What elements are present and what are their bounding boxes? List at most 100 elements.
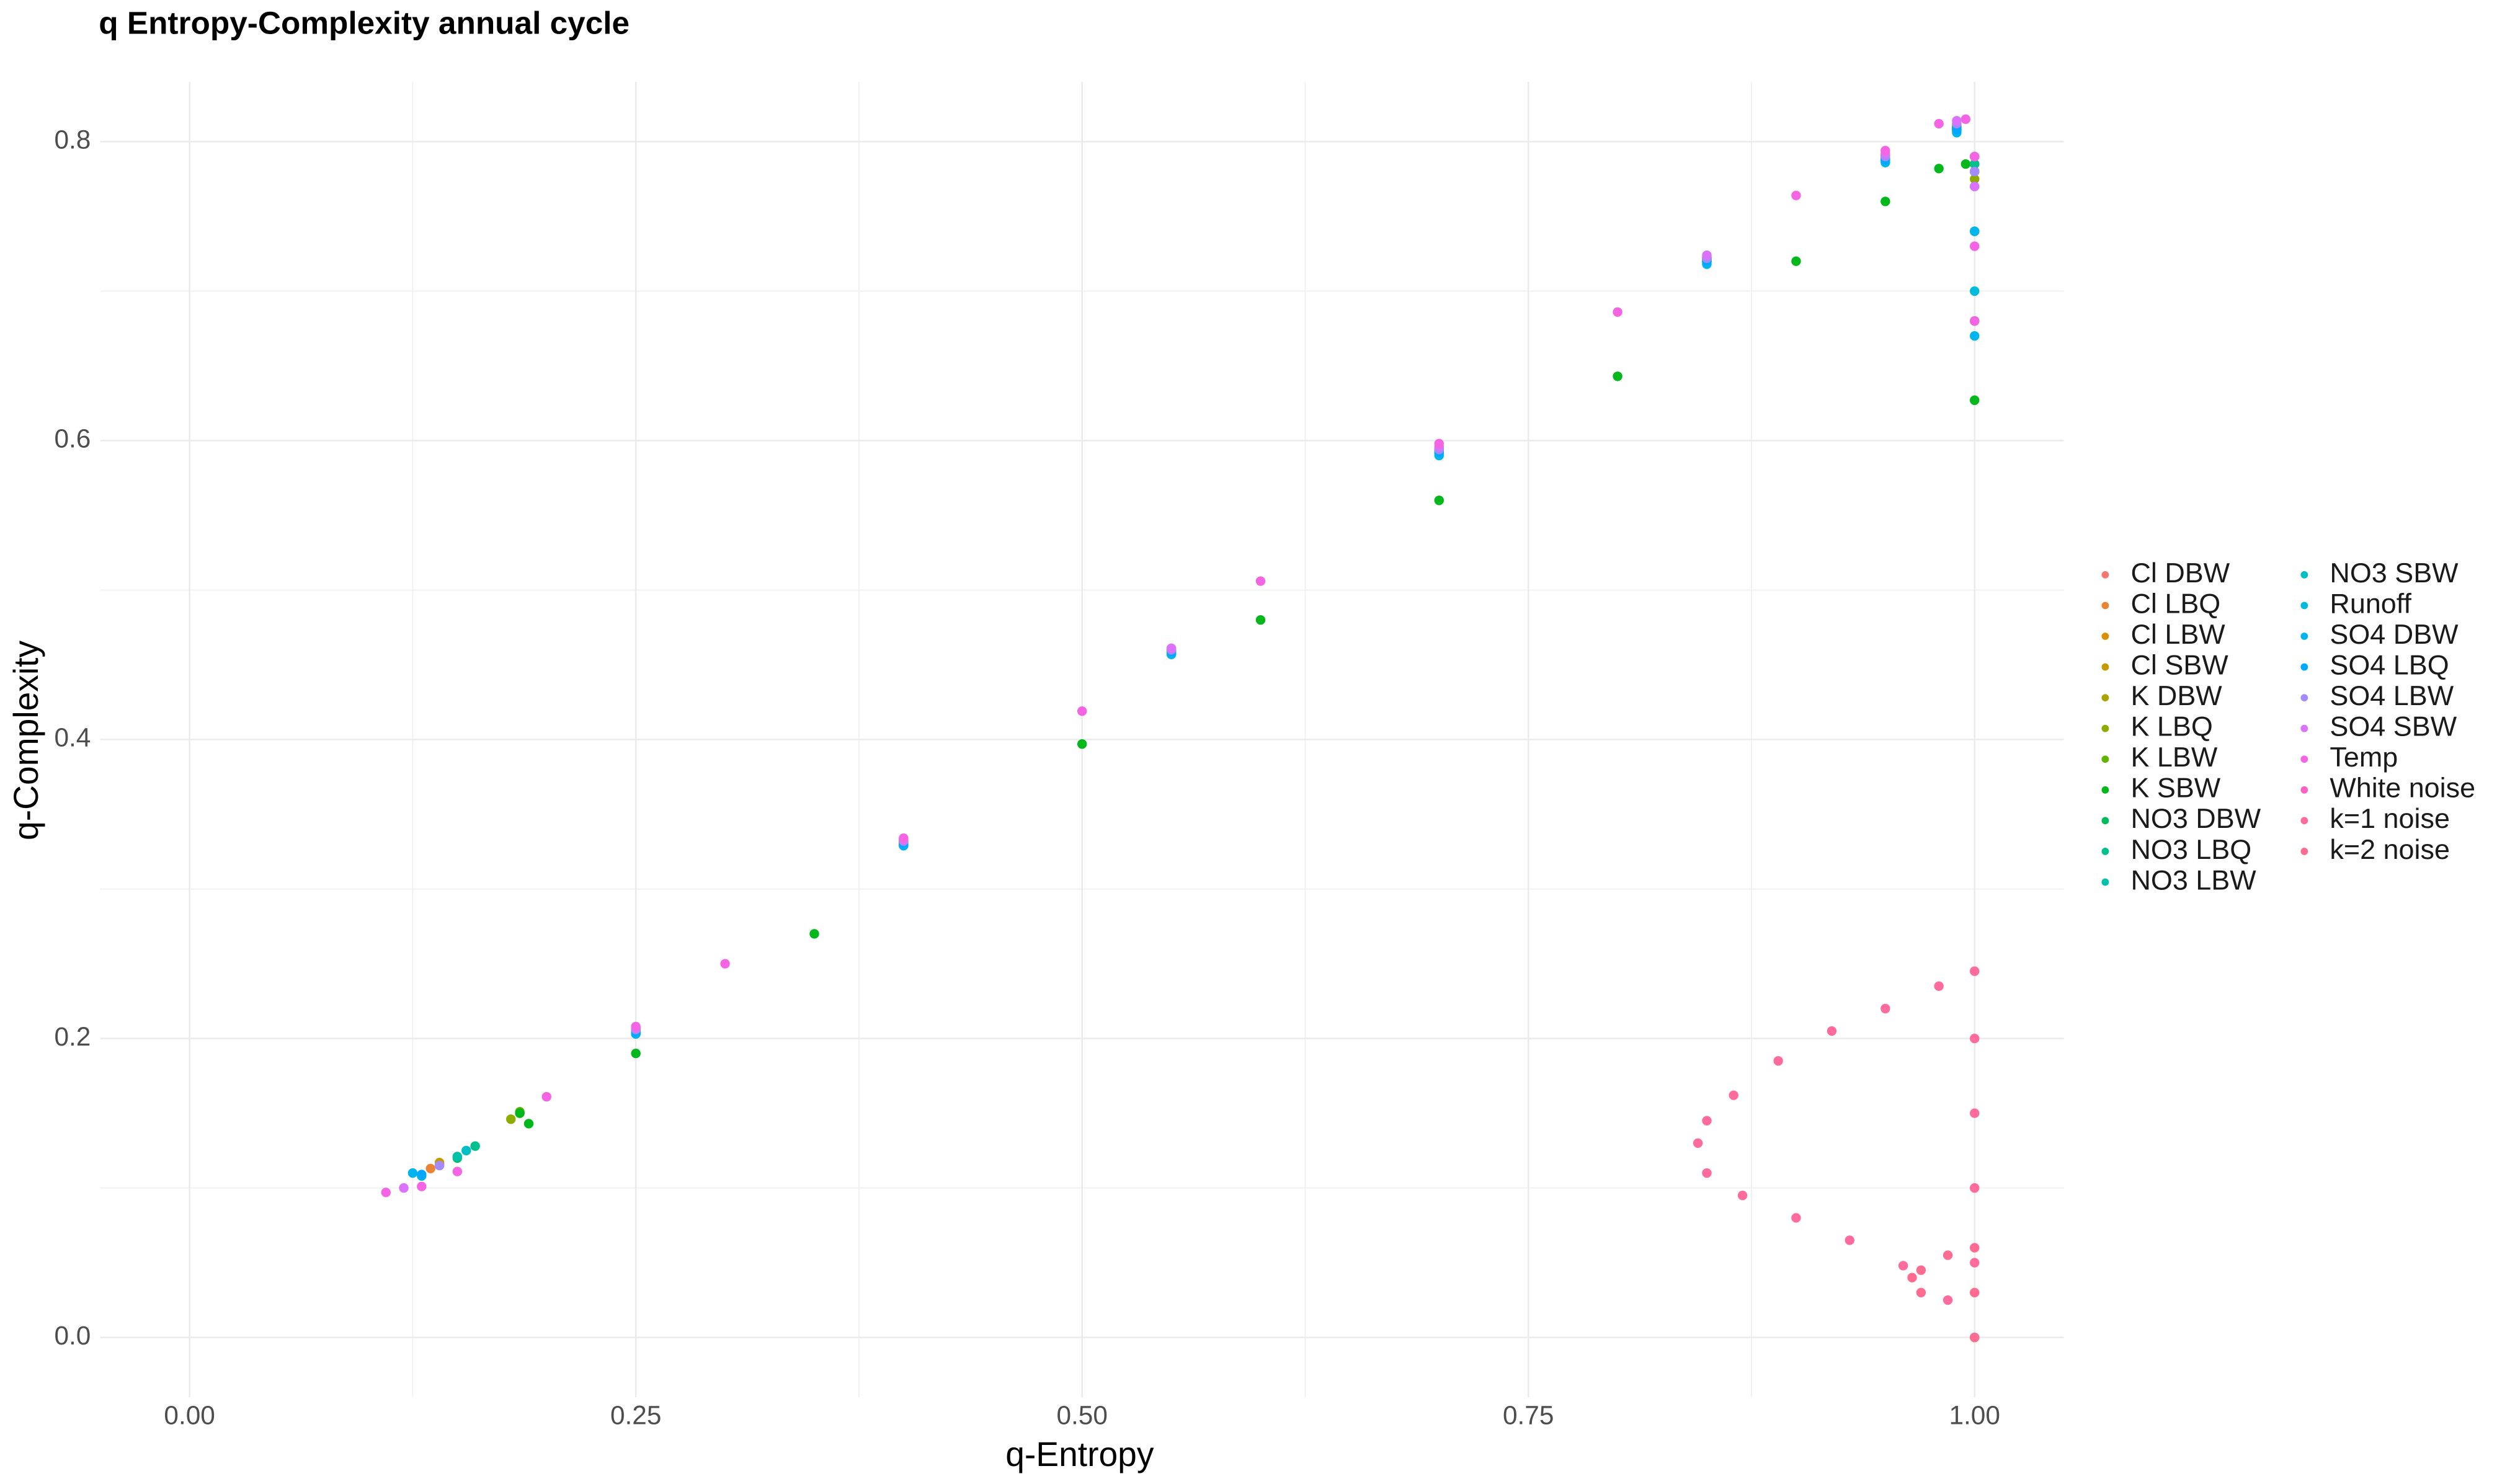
- x-tick-label: 1.00: [1949, 1400, 2000, 1429]
- legend-key: [2300, 755, 2308, 763]
- point: [1970, 159, 1980, 169]
- legend-label: White noise: [2330, 772, 2475, 804]
- legend-key: [2101, 663, 2109, 671]
- point: [399, 1183, 409, 1193]
- legend-label: Temp: [2330, 741, 2398, 773]
- point: [452, 1152, 463, 1162]
- y-tick-label: 0.6: [54, 424, 91, 453]
- legend-label: Cl DBW: [2130, 557, 2230, 589]
- point: [1961, 114, 1971, 124]
- point: [1166, 643, 1177, 654]
- legend-key: [2101, 602, 2109, 610]
- point: [1791, 1213, 1801, 1223]
- point: [1693, 1138, 1703, 1149]
- point: [1970, 1287, 1980, 1298]
- point: [1970, 181, 1980, 192]
- legend-key: [2101, 878, 2109, 886]
- point: [1970, 1332, 1980, 1343]
- point: [1827, 1026, 1837, 1036]
- legend-label: Runoff: [2330, 587, 2411, 619]
- x-tick-label: 0.75: [1503, 1400, 1554, 1429]
- legend-label: SO4 LBQ: [2330, 649, 2449, 680]
- y-axis-title: q-Complexity: [7, 641, 45, 840]
- legend-key: [2101, 694, 2109, 702]
- point: [1970, 395, 1980, 406]
- point: [452, 1166, 463, 1176]
- point: [1970, 1243, 1980, 1253]
- legend-label: Cl LBQ: [2130, 587, 2220, 619]
- legend-label: k=2 noise: [2330, 833, 2450, 865]
- point: [461, 1145, 471, 1156]
- point: [407, 1168, 418, 1178]
- point: [1970, 1183, 1980, 1193]
- point: [1970, 286, 1980, 296]
- point: [1255, 576, 1266, 586]
- legend-key: [2300, 571, 2308, 579]
- point: [1916, 1265, 1926, 1275]
- legend-key: [2101, 571, 2109, 579]
- point: [1702, 1116, 1712, 1126]
- chart-title: q Entropy-Complexity annual cycle: [99, 6, 630, 41]
- point: [1952, 115, 1962, 126]
- point: [1773, 1056, 1783, 1066]
- point: [515, 1108, 525, 1118]
- point: [1934, 164, 1944, 174]
- legend-key: [2101, 847, 2109, 855]
- point: [1702, 250, 1712, 260]
- point: [1934, 981, 1944, 991]
- x-tick-label: 0.25: [610, 1400, 661, 1429]
- point: [631, 1048, 641, 1059]
- legend-label: SO4 SBW: [2330, 711, 2457, 742]
- point: [1970, 166, 1980, 177]
- y-tick-label: 0.4: [54, 723, 91, 752]
- point: [1970, 966, 1980, 976]
- point: [1737, 1190, 1748, 1201]
- legend-label: K LBW: [2130, 741, 2217, 773]
- point: [425, 1163, 435, 1173]
- point: [1970, 241, 1980, 251]
- point: [1613, 307, 1622, 317]
- legend-label: SO4 DBW: [2330, 618, 2459, 650]
- point: [1881, 146, 1890, 156]
- legend-label: NO3 DBW: [2130, 802, 2261, 834]
- legend-label: NO3 SBW: [2330, 557, 2459, 589]
- legend-label: SO4 LBW: [2330, 680, 2454, 711]
- point: [1970, 316, 1980, 326]
- legend-label: Cl SBW: [2130, 649, 2228, 680]
- legend-label: k=1 noise: [2330, 802, 2450, 834]
- point: [1970, 151, 1980, 162]
- point: [1077, 739, 1087, 749]
- legend-key: [2101, 633, 2109, 640]
- point: [1791, 190, 1801, 200]
- point: [1845, 1235, 1854, 1245]
- point: [470, 1141, 480, 1151]
- point: [809, 929, 819, 939]
- legend-label: K LBQ: [2130, 711, 2212, 742]
- point: [1970, 1258, 1980, 1268]
- legend-key: [2300, 817, 2308, 825]
- point: [381, 1188, 391, 1197]
- point: [1613, 371, 1622, 381]
- point: [1943, 1250, 1953, 1260]
- point: [523, 1119, 534, 1129]
- y-tick-label: 0.2: [54, 1022, 91, 1051]
- x-axis-title: q-Entropy: [1005, 1435, 1154, 1473]
- legend-key: [2101, 755, 2109, 763]
- x-tick-label: 0.00: [164, 1400, 215, 1429]
- point: [1970, 1108, 1980, 1118]
- point: [434, 1160, 445, 1171]
- legend-key: [2300, 694, 2308, 702]
- point: [1970, 331, 1980, 341]
- legend-key: [2300, 847, 2308, 855]
- legend-key: [2300, 633, 2308, 640]
- legend-key: [2101, 817, 2109, 825]
- legend-key: [2300, 786, 2308, 794]
- point: [1916, 1287, 1926, 1298]
- legend-label: Cl LBW: [2130, 618, 2225, 650]
- point: [1255, 615, 1266, 625]
- legend-key: [2300, 602, 2308, 610]
- point: [631, 1021, 641, 1032]
